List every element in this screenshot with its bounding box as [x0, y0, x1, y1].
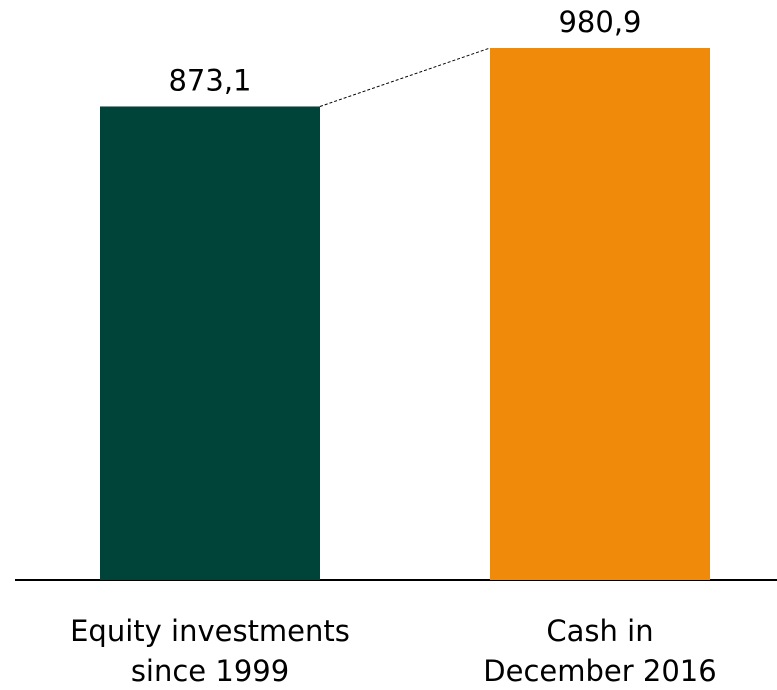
x-tick-label: December 2016: [483, 654, 716, 688]
value-label: 873,1: [168, 63, 251, 97]
bar: [100, 106, 320, 580]
x-tick-label: Equity investments: [70, 614, 350, 648]
x-tick-label: since 1999: [131, 654, 289, 688]
value-label: 980,9: [558, 5, 641, 39]
bar: [490, 48, 710, 580]
x-tick-label: Cash in: [546, 614, 653, 648]
connector: [319, 47, 491, 107]
